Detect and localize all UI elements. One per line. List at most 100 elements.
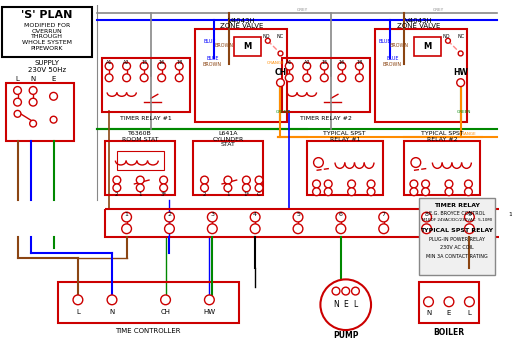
Text: A1: A1 — [286, 60, 292, 65]
Circle shape — [278, 51, 283, 56]
Circle shape — [29, 87, 37, 94]
Text: RELAY #1: RELAY #1 — [330, 136, 360, 142]
Text: 1: 1 — [226, 192, 230, 197]
Circle shape — [464, 212, 474, 222]
Text: 3*: 3* — [160, 192, 167, 197]
Text: 6: 6 — [339, 211, 343, 217]
Circle shape — [250, 224, 260, 234]
Text: BLUE: BLUE — [378, 39, 391, 44]
Circle shape — [113, 184, 121, 192]
Bar — [102, 58, 190, 112]
Circle shape — [422, 224, 432, 234]
Text: E: E — [447, 310, 451, 316]
Circle shape — [352, 287, 359, 295]
Circle shape — [140, 74, 148, 82]
Text: 9: 9 — [467, 211, 472, 217]
Circle shape — [140, 62, 148, 70]
Text: NO: NO — [262, 34, 270, 39]
Text: NC: NC — [457, 34, 464, 39]
Text: PLUG-IN POWER RELAY: PLUG-IN POWER RELAY — [429, 237, 485, 242]
Circle shape — [14, 110, 21, 117]
Text: BROWN: BROWN — [215, 43, 233, 48]
Text: ZONE VALVE: ZONE VALVE — [220, 23, 263, 29]
Circle shape — [293, 224, 303, 234]
Bar — [58, 282, 239, 323]
Text: A1: A1 — [106, 60, 112, 65]
Circle shape — [50, 92, 57, 100]
Text: N: N — [31, 76, 36, 82]
Circle shape — [464, 297, 474, 306]
Text: WHOLE SYSTEM: WHOLE SYSTEM — [22, 40, 72, 45]
Circle shape — [164, 224, 174, 234]
Text: 5: 5 — [296, 211, 300, 217]
Circle shape — [445, 188, 453, 195]
Bar — [193, 141, 263, 195]
Circle shape — [201, 184, 208, 192]
Text: V4043H: V4043H — [228, 18, 255, 24]
Text: 2: 2 — [115, 192, 119, 197]
Circle shape — [348, 180, 355, 188]
Circle shape — [324, 180, 332, 188]
Circle shape — [113, 176, 121, 184]
Text: BOILER: BOILER — [433, 328, 464, 337]
Text: BLUE: BLUE — [203, 39, 216, 44]
Circle shape — [160, 176, 167, 184]
Circle shape — [444, 297, 454, 306]
Text: 2: 2 — [203, 192, 206, 197]
Circle shape — [336, 212, 346, 222]
Text: E.G. BROYCE CONTROL: E.G. BROYCE CONTROL — [429, 211, 485, 215]
Circle shape — [338, 74, 346, 82]
Circle shape — [332, 287, 340, 295]
Circle shape — [123, 62, 131, 70]
Text: 1*: 1* — [243, 192, 249, 197]
Circle shape — [410, 188, 418, 195]
Text: T6360B: T6360B — [129, 131, 152, 136]
Circle shape — [321, 280, 371, 330]
Circle shape — [445, 38, 451, 43]
Text: PIPEWORK: PIPEWORK — [31, 46, 63, 51]
Text: A2: A2 — [123, 60, 130, 65]
Circle shape — [458, 51, 463, 56]
Text: 'S' PLAN: 'S' PLAN — [21, 11, 72, 20]
Circle shape — [122, 212, 132, 222]
Circle shape — [355, 74, 363, 82]
Circle shape — [207, 212, 217, 222]
Text: STAT: STAT — [221, 142, 236, 147]
Text: 10: 10 — [508, 211, 512, 217]
Circle shape — [207, 224, 217, 234]
Circle shape — [379, 224, 389, 234]
Circle shape — [255, 176, 263, 184]
Text: NO: NO — [442, 34, 450, 39]
Text: 8: 8 — [424, 211, 429, 217]
Circle shape — [105, 62, 113, 70]
Text: GREEN: GREEN — [276, 110, 291, 114]
Text: 2: 2 — [167, 211, 172, 217]
Circle shape — [411, 158, 421, 167]
Text: L: L — [353, 300, 357, 309]
Circle shape — [367, 188, 375, 195]
Circle shape — [336, 224, 346, 234]
Text: 3: 3 — [210, 211, 215, 217]
Text: PUMP: PUMP — [333, 331, 358, 340]
Circle shape — [30, 120, 36, 127]
Text: BROWN: BROWN — [383, 62, 402, 67]
Circle shape — [158, 74, 165, 82]
Text: BLUE: BLUE — [206, 56, 219, 61]
Circle shape — [464, 224, 474, 234]
Text: V4043H: V4043H — [405, 18, 433, 24]
Bar — [6, 83, 74, 141]
Circle shape — [204, 295, 214, 305]
Text: L641A: L641A — [218, 131, 238, 136]
Text: 16: 16 — [159, 60, 165, 65]
Bar — [307, 141, 383, 195]
Text: N: N — [110, 309, 115, 314]
Text: MIN 3A CONTACT RATING: MIN 3A CONTACT RATING — [426, 253, 487, 258]
Circle shape — [321, 62, 328, 70]
Text: M: M — [243, 42, 251, 51]
Bar — [414, 37, 441, 56]
Text: L: L — [15, 76, 19, 82]
Text: TIME CONTROLLER: TIME CONTROLLER — [115, 328, 181, 334]
Bar — [117, 151, 164, 170]
Text: 7: 7 — [382, 211, 386, 217]
Text: A2: A2 — [304, 60, 310, 65]
